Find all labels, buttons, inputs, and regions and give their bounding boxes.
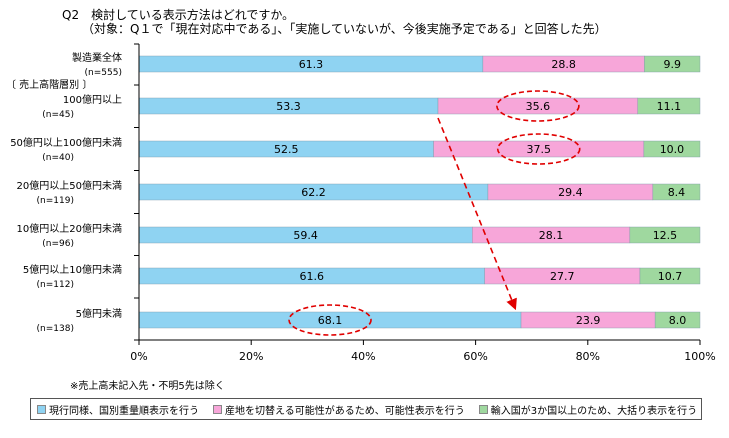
x-tick-label-4: 80%: [576, 350, 600, 363]
data-label-0-2: 9.9: [663, 58, 681, 71]
chart-title-line2: （対象：Q１で「現在対応中である」、「実施していないが、今後実施予定である」と回…: [82, 22, 607, 36]
category-n-1: (n=45): [42, 110, 74, 120]
trend-arrow: [437, 117, 517, 311]
data-label-5-2: 10.7: [658, 270, 683, 283]
category-n-4: (n=96): [42, 239, 74, 249]
category-label-2: 50億円以上100億円未満: [10, 136, 122, 149]
data-label-5-0: 61.6: [300, 270, 325, 283]
category-n-3: (n=119): [37, 196, 74, 206]
data-label-6-1: 23.9: [576, 314, 601, 327]
group-header: 〔 売上高階層別 〕: [6, 78, 92, 91]
highlight-ellipse-1: [496, 133, 581, 165]
data-label-4-1: 28.1: [539, 229, 564, 242]
x-tick-label-0: 0%: [130, 350, 147, 363]
data-label-6-2: 8.0: [669, 314, 687, 327]
bar-segment-5-2: [639, 267, 701, 285]
data-label-6-0: 68.1: [318, 314, 343, 327]
legend-swatch-2: [213, 404, 222, 414]
highlight-ellipse-0: [496, 90, 580, 122]
data-label-2-0: 52.5: [274, 143, 299, 156]
data-label-3-0: 62.2: [301, 186, 326, 199]
data-label-3-1: 29.4: [558, 186, 583, 199]
legend-swatch-1: [37, 404, 46, 414]
data-label-4-0: 59.4: [293, 229, 318, 242]
data-label-2-2: 10.0: [660, 143, 685, 156]
legend-label-1: 現行同様、国別重量順表示を行う: [49, 405, 199, 417]
data-label-0-1: 28.8: [551, 58, 576, 71]
data-label-3-2: 8.4: [668, 186, 686, 199]
data-label-2-1: 37.5: [526, 143, 551, 156]
legend-item-1: 現行同様、国別重量順表示を行う: [37, 402, 199, 417]
data-label-5-1: 27.7: [550, 270, 575, 283]
data-label-1-1: 35.6: [526, 100, 551, 113]
category-label-0: 製造業全体: [72, 51, 122, 64]
legend-label-3: 輸入国が3か国以上のため、大括り表示を行う: [490, 405, 698, 417]
x-tick-label-2: 40%: [351, 350, 375, 363]
data-label-1-0: 53.3: [276, 100, 301, 113]
x-tick-label-3: 60%: [463, 350, 487, 363]
data-label-0-0: 61.3: [299, 58, 324, 71]
legend: 現行同様、国別重量順表示を行う 産地を切替える可能性があるため、可能性表示を行う…: [30, 398, 702, 420]
bar-segment-4-2: [629, 226, 701, 244]
bar-segment-2-2: [643, 140, 701, 158]
category-label-6: 5億円未満: [76, 307, 122, 320]
chart-title-line1: Q2 検討している表示方法はどれですか。: [62, 8, 295, 22]
data-label-4-2: 12.5: [653, 229, 678, 242]
highlight-ellipse-2: [288, 304, 372, 336]
legend-item-2: 産地を切替える可能性があるため、可能性表示を行う: [213, 402, 465, 417]
category-label-1: 100億円以上: [63, 93, 122, 106]
bar-segment-6-2: [654, 311, 701, 329]
category-label-3: 20億円以上50億円未満: [17, 179, 122, 192]
x-tick-label-1: 20%: [239, 350, 263, 363]
category-n-2: (n=40): [42, 153, 74, 163]
data-label-1-2: 11.1: [657, 100, 682, 113]
category-n-5: (n=112): [37, 280, 74, 290]
legend-item-3: 輸入国が3か国以上のため、大括り表示を行う: [478, 402, 698, 417]
bar-segment-3-2: [652, 183, 701, 201]
category-n-6: (n=138): [37, 324, 74, 334]
bar-segment-1-2: [637, 97, 701, 115]
legend-label-2: 産地を切替える可能性があるため、可能性表示を行う: [225, 405, 465, 417]
bar-segment-0-2: [644, 55, 701, 73]
legend-swatch-3: [478, 404, 488, 414]
footnote: ※売上高未記入先・不明5先は除く: [70, 381, 225, 392]
category-n-0: (n=555): [85, 68, 122, 78]
category-label-5: 5億円以上10億円未満: [23, 263, 122, 276]
category-label-4: 10億円以上20億円未満: [17, 222, 122, 235]
x-tick-label-5: 100%: [684, 350, 715, 363]
